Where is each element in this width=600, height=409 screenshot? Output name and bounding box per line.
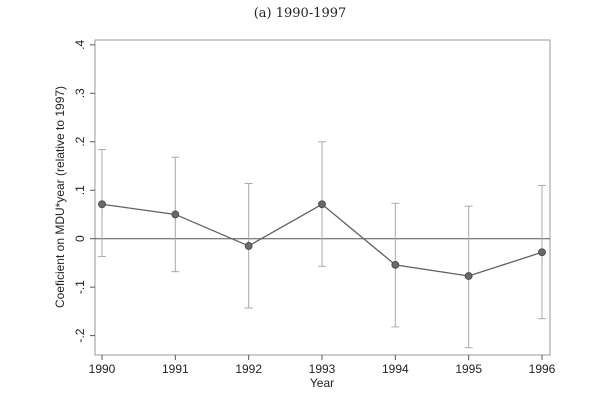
data-point <box>171 210 180 219</box>
x-tick-label: 1991 <box>162 362 189 376</box>
y-axis-title-group: Coeficient on MDU*year (relative to 1997… <box>53 86 67 308</box>
x-tick-label: 1992 <box>235 362 262 376</box>
x-tick-label: 1990 <box>89 362 116 376</box>
data-point <box>318 200 326 209</box>
y-tick-label: .2 <box>73 136 87 146</box>
y-tick-label: .3 <box>73 88 87 98</box>
x-tick-label: 1996 <box>529 362 556 376</box>
data-point <box>391 260 400 269</box>
y-tick-label: .1 <box>73 185 87 195</box>
y-tick-label: -.2 <box>73 328 87 342</box>
data-point <box>464 272 473 280</box>
y-axis-title: Coeficient on MDU*year (relative to 1997… <box>53 86 67 308</box>
x-axis-title: Year <box>310 376 334 390</box>
chart-title: (a) 1990-1997 <box>254 6 347 21</box>
x-tick-label: 1994 <box>382 362 409 376</box>
error-bars-layer <box>98 141 546 349</box>
data-point <box>244 242 253 250</box>
axes-layer: -.2 -.1 0 .1 .2 .3 .4 1990 1991 1992 1993 1994 1995 1… <box>73 40 556 376</box>
data-point <box>98 200 106 209</box>
y-tick-label: -.1 <box>73 280 87 294</box>
y-tick-label: 0 <box>73 235 87 242</box>
y-tick-label: .4 <box>73 40 87 50</box>
x-tick-label: 1995 <box>455 362 482 376</box>
x-tick-label: 1993 <box>309 362 336 376</box>
data-point <box>538 248 546 257</box>
points-layer <box>98 200 546 280</box>
